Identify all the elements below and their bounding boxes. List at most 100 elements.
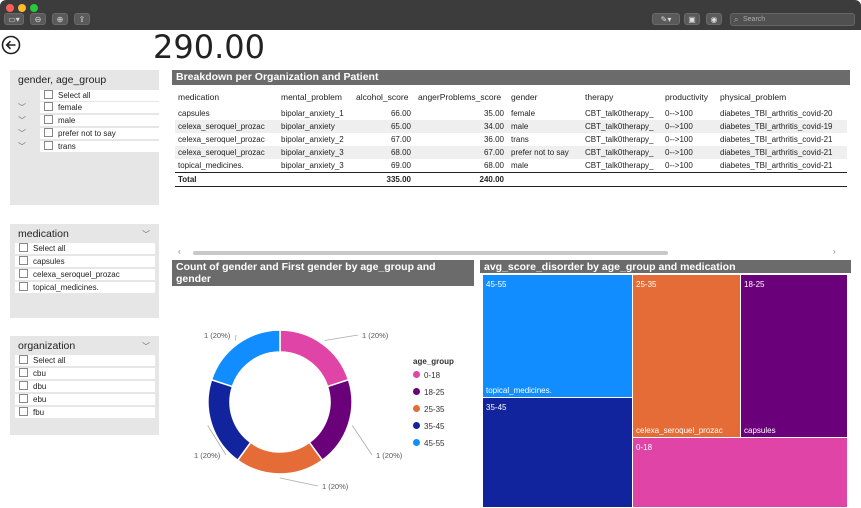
table-total-row: Total 335.00 240.00 bbox=[175, 172, 847, 187]
column-header[interactable]: alcohol_score bbox=[356, 91, 409, 102]
donut-slice-45-55[interactable] bbox=[210, 329, 281, 388]
table-row[interactable]: topical_medicines. bipolar_anxiety_3 69.00… bbox=[175, 159, 847, 173]
lock-icon[interactable]: ▣ bbox=[684, 13, 700, 25]
chevron-down-icon[interactable]: ﹀ bbox=[18, 103, 26, 112]
table-cell: female bbox=[511, 109, 536, 118]
treemap-cell-25-35[interactable]: 25-35 celexa_seroquel_prozac bbox=[633, 275, 740, 437]
column-header[interactable]: gender bbox=[511, 91, 538, 102]
chevron-down-icon[interactable]: ﹀ bbox=[18, 142, 26, 151]
checkbox-icon bbox=[44, 90, 53, 100]
treemap-cell-18-25[interactable]: 18-25 capsules bbox=[741, 275, 847, 437]
treemap-chart: 45-55 topical_medicines. 35-45 25-35 celexa_… bbox=[483, 275, 848, 508]
column-header[interactable]: physical_problem bbox=[720, 91, 787, 102]
slicer-item-cbu[interactable]: cbu bbox=[15, 368, 155, 379]
slicer-item-fbu[interactable]: fbu bbox=[15, 407, 155, 418]
scrollbar-thumb[interactable] bbox=[193, 251, 668, 255]
legend-label: 45-55 bbox=[424, 439, 445, 448]
share-icon[interactable]: ⇪ bbox=[74, 13, 90, 25]
column-header[interactable]: medication bbox=[178, 91, 220, 102]
horizontal-scrollbar[interactable]: ‹ › bbox=[178, 247, 840, 256]
table-title: Breakdown per Organization and Patient bbox=[172, 70, 850, 85]
legend-item[interactable]: 25-35 bbox=[413, 401, 444, 418]
donut-slice-35-45[interactable] bbox=[207, 378, 252, 462]
table-cell: 36.00 bbox=[483, 135, 504, 144]
checkbox-icon bbox=[44, 141, 53, 151]
column-header[interactable]: therapy bbox=[585, 91, 614, 102]
slicer-item-trans[interactable]: trans bbox=[40, 141, 165, 152]
slicer-item-prefer-not-to-say[interactable]: prefer not to say bbox=[40, 128, 165, 139]
table-cell: celexa_seroquel_prozac bbox=[175, 120, 278, 133]
table-cell: 68.00 bbox=[353, 146, 415, 159]
slicer-item-male[interactable]: male bbox=[40, 115, 165, 126]
slicer-item-select-all[interactable]: Select all bbox=[15, 243, 155, 254]
pen-icon[interactable]: ✎▾ bbox=[652, 13, 680, 25]
table-cell: male bbox=[511, 161, 529, 170]
slicer-item-select-all[interactable]: Select all bbox=[40, 90, 165, 101]
table-row[interactable]: celexa_seroquel_prozac bipolar_anxiety_2 6… bbox=[175, 133, 847, 146]
legend-item[interactable]: 35-45 bbox=[413, 418, 444, 435]
table-row[interactable]: capsules bipolar_anxiety_1 66.00 35.00 femal… bbox=[175, 107, 847, 120]
maximize-window-button[interactable] bbox=[30, 4, 38, 12]
table-row[interactable]: celexa_seroquel_prozac bipolar_anxiety_3 6… bbox=[175, 146, 847, 159]
close-window-button[interactable] bbox=[6, 4, 14, 12]
slicer-item-topical[interactable]: topical_medicines. bbox=[15, 282, 155, 293]
column-header[interactable]: mental_problem bbox=[281, 91, 342, 102]
slicer-title: medication bbox=[18, 228, 69, 240]
slicer-item-celexa[interactable]: celexa_seroquel_prozac bbox=[15, 269, 155, 280]
treemap-cell-0-18[interactable]: 0-18 bbox=[633, 438, 847, 507]
checkbox-icon bbox=[19, 381, 28, 391]
scroll-right-icon[interactable]: › bbox=[833, 247, 836, 256]
table-cell: bipolar_anxiety_1 bbox=[281, 109, 344, 118]
column-header[interactable]: angerProblems_score bbox=[418, 91, 502, 102]
column-header[interactable]: productivity bbox=[665, 91, 708, 102]
treemap-medication-label: celexa_seroquel_prozac bbox=[636, 426, 723, 435]
treemap-cell-35-45[interactable]: 35-45 bbox=[483, 398, 632, 507]
slicer-item-female[interactable]: female bbox=[40, 102, 165, 113]
table-cell: bipolar_anxiety bbox=[278, 120, 353, 133]
table-cell: 0-->100 bbox=[665, 161, 693, 170]
search-input[interactable]: ⌕ Search bbox=[730, 13, 855, 26]
slicer-item-capsules[interactable]: capsules bbox=[15, 256, 155, 267]
slicer-item-dbu[interactable]: dbu bbox=[15, 381, 155, 392]
table-cell: prefer not to say bbox=[508, 146, 582, 159]
total-cell bbox=[278, 172, 353, 187]
total-cell: 240.00 bbox=[415, 172, 508, 187]
donut-chart: 1 (20%) 1 (20%) 1 (20%) 1 (20%) 1 (20%) bbox=[194, 329, 403, 491]
treemap-cell-45-55[interactable]: 45-55 topical_medicines. bbox=[483, 275, 632, 397]
table-cell: 67.00 bbox=[390, 135, 411, 144]
sidebar-icon[interactable]: ▭▾ bbox=[4, 13, 24, 25]
donut-slice-18-25[interactable] bbox=[308, 378, 353, 462]
legend-dot-icon bbox=[413, 405, 420, 413]
legend-item[interactable]: 0-18 bbox=[413, 367, 444, 384]
table-cell: 69.00 bbox=[390, 161, 411, 170]
legend-item[interactable]: 18-25 bbox=[413, 384, 444, 401]
chevron-down-icon[interactable]: ﹀ bbox=[18, 129, 26, 138]
legend-item[interactable]: 45-55 bbox=[413, 435, 444, 452]
slicer-item-ebu[interactable]: ebu bbox=[15, 394, 155, 405]
annotate-icon[interactable]: ◉ bbox=[706, 13, 722, 25]
chevron-down-icon[interactable]: ﹀ bbox=[18, 116, 26, 125]
checkbox-icon bbox=[19, 407, 28, 417]
checkbox-icon bbox=[19, 256, 28, 266]
table-cell: 34.00 bbox=[415, 120, 508, 133]
table-cell: celexa_seroquel_prozac bbox=[178, 135, 265, 144]
back-arrow-icon[interactable] bbox=[1, 35, 21, 55]
checkbox-icon bbox=[19, 368, 28, 378]
slicer-item-select-all[interactable]: Select all bbox=[15, 355, 155, 366]
table-cell: diabetes_TBI_arthritis_covid-21 bbox=[717, 146, 847, 159]
leader-line bbox=[279, 477, 319, 487]
treemap-age-label: 0-18 bbox=[636, 443, 653, 452]
breakdown-table: medication mental_problem alcohol_score ang… bbox=[175, 86, 847, 187]
table-cell: diabetes_TBI_arthritis_covid-21 bbox=[720, 135, 833, 144]
chevron-down-icon[interactable]: ﹀ bbox=[142, 230, 150, 239]
chevron-down-icon[interactable]: ﹀ bbox=[142, 342, 150, 351]
legend-dot-icon bbox=[413, 422, 420, 430]
scroll-left-icon[interactable]: ‹ bbox=[178, 247, 181, 256]
table-row[interactable]: celexa_seroquel_prozac bipolar_anxiety 65.… bbox=[175, 120, 847, 133]
zoom-out-icon[interactable]: ⊖ bbox=[30, 13, 46, 25]
kpi-value: 290.00 bbox=[153, 28, 265, 66]
zoom-in-icon[interactable]: ⊕ bbox=[52, 13, 68, 25]
minimize-window-button[interactable] bbox=[18, 4, 26, 12]
donut-slice-25-35[interactable] bbox=[236, 441, 324, 475]
checkbox-icon bbox=[19, 355, 28, 365]
